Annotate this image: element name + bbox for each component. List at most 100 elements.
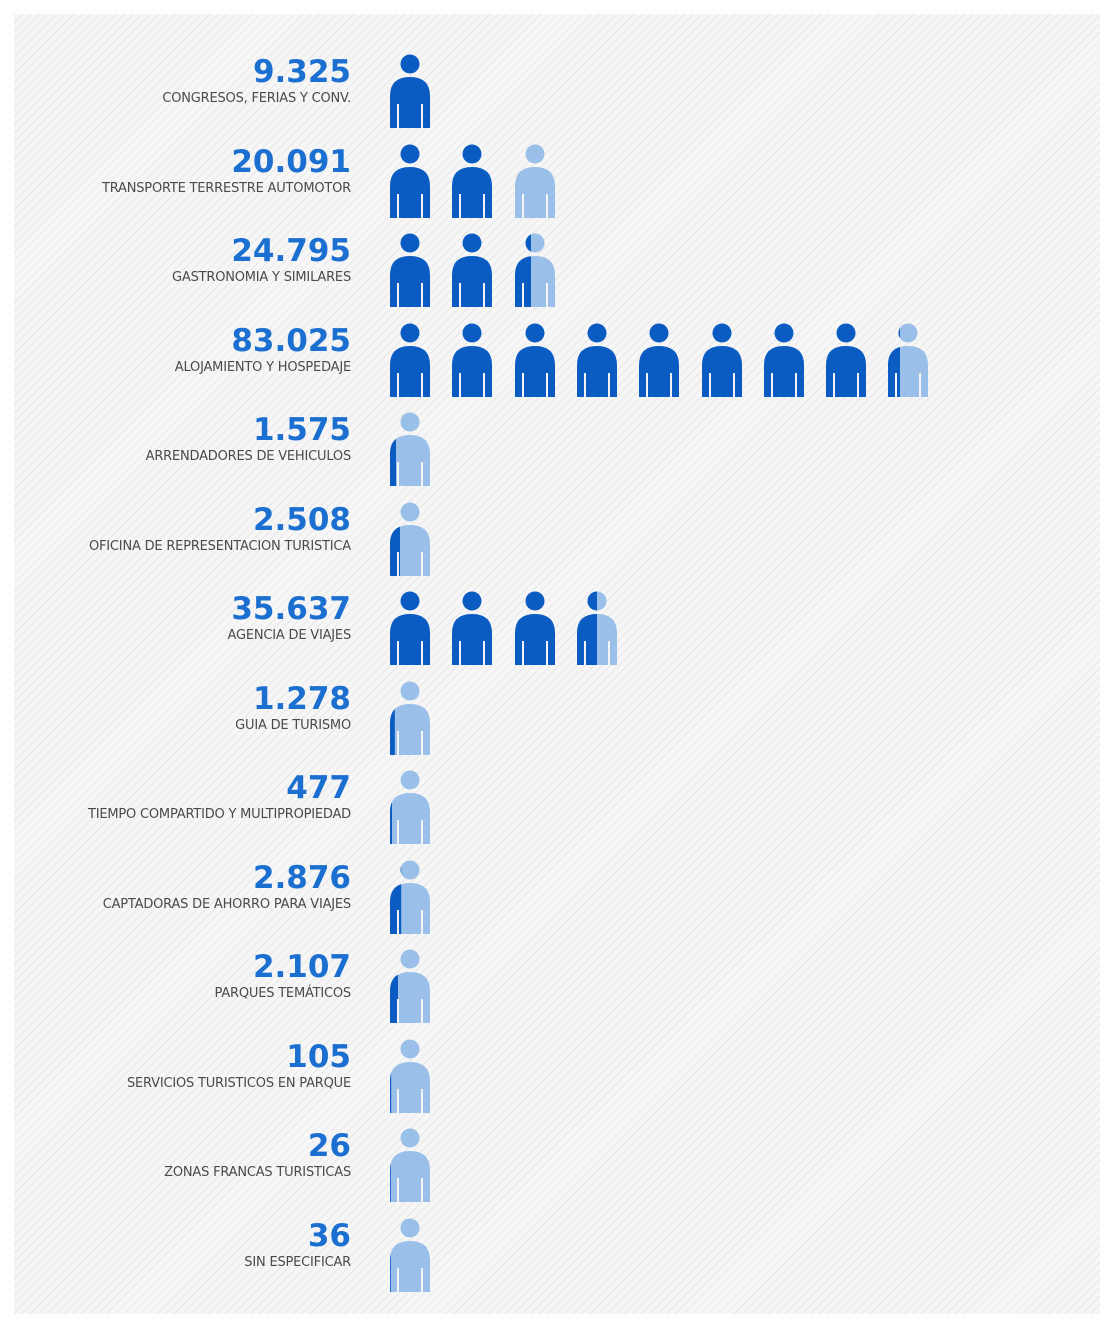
data-value-label: 20.091	[231, 143, 351, 180]
person-icon	[381, 144, 439, 218]
chart-row: 35.637 AGENCIA DE VIAJES	[0, 587, 1104, 667]
row-label-block: 20.091 TRANSPORTE TERRESTRE AUTOMOTOR	[0, 140, 351, 197]
category-label: GUIA DE TURISMO	[235, 717, 351, 733]
person-icon	[381, 412, 439, 486]
data-value-label: 26	[307, 1128, 351, 1164]
category-label: ZONAS FRANCAS TURISTICAS	[164, 1165, 351, 1180]
category-label: TIEMPO COMPARTIDO Y MULTIPROPIEDAD	[88, 807, 351, 822]
person-icon	[568, 323, 626, 397]
person-icon	[506, 323, 564, 397]
chart-row: 2.508 OFICINA DE REPRESENTACION TURISTICA	[0, 498, 1104, 578]
person-icon	[443, 591, 501, 665]
data-value-label: 2.876	[252, 859, 351, 896]
data-value-label: 477	[286, 770, 351, 806]
data-value-label: 2.107	[252, 949, 351, 985]
data-value-label: 83.025	[231, 322, 351, 359]
chart-row: 2.876 CAPTADORAS DE AHORRO PARA VIAJES	[0, 856, 1104, 936]
icon-strip	[381, 1035, 439, 1115]
person-icon	[381, 54, 439, 128]
chart-row: 1.575 ARRENDADORES DE VEHICULOS	[0, 408, 1104, 488]
chart-row: 1.278 GUIA DE TURISMO	[0, 677, 1104, 757]
icon-strip	[381, 766, 439, 846]
row-label-block: 36 SIN ESPECIFICAR	[0, 1214, 351, 1271]
chart-row: 477 TIEMPO COMPARTIDO Y MULTIPROPIEDAD	[0, 766, 1104, 846]
data-value-label: 36	[307, 1217, 351, 1254]
category-label: CAPTADORAS DE AHORRO PARA VIAJES	[102, 896, 352, 912]
category-label: SERVICIOS TURISTICOS EN PARQUE	[126, 1075, 351, 1091]
chart-row: 26 ZONAS FRANCAS TURISTICAS	[0, 1124, 1104, 1204]
data-value-label: 105	[286, 1038, 351, 1075]
row-label-block: 83.025 ALOJAMIENTO Y HOSPEDAJE	[0, 319, 351, 376]
row-label-block: 1.278 GUIA DE TURISMO	[0, 677, 351, 734]
icon-strip	[381, 50, 439, 130]
row-label-block: 105 SERVICIOS TURISTICOS EN PARQUE	[0, 1035, 351, 1092]
category-label: CONGRESOS, FERIAS Y CONV.	[162, 91, 351, 106]
person-icon	[506, 591, 564, 665]
category-label: TRANSPORTE TERRESTRE AUTOMOTOR	[101, 180, 351, 196]
person-icon	[381, 949, 439, 1023]
person-icon	[755, 323, 813, 397]
person-icon	[381, 1039, 439, 1113]
category-label: OFICINA DE REPRESENTACION TURISTICA	[88, 538, 351, 554]
icon-strip	[381, 1124, 439, 1204]
person-icon	[443, 144, 501, 218]
icon-strip	[381, 229, 564, 309]
person-icon	[443, 323, 501, 397]
row-label-block: 24.795 GASTRONOMIA Y SIMILARES	[0, 229, 351, 286]
person-icon	[568, 591, 626, 665]
data-value-label: 2.508	[252, 501, 351, 538]
category-label: PARQUES TEMÁTICOS	[214, 986, 352, 1001]
category-label: GASTRONOMIA Y SIMILARES	[172, 270, 351, 285]
person-icon	[381, 1128, 439, 1202]
person-icon	[443, 233, 501, 307]
person-icon	[817, 323, 875, 397]
person-icon	[381, 233, 439, 307]
person-icon	[879, 323, 937, 397]
person-icon	[381, 591, 439, 665]
category-label: SIN ESPECIFICAR	[244, 1254, 351, 1270]
row-label-block: 477 TIEMPO COMPARTIDO Y MULTIPROPIEDAD	[0, 766, 351, 823]
chart-row: 20.091 TRANSPORTE TERRESTRE AUTOMOTOR	[0, 140, 1104, 220]
person-icon	[381, 860, 439, 934]
chart-row: 83.025 ALOJAMIENTO Y HOSPEDAJE	[0, 319, 1104, 399]
person-icon	[381, 502, 439, 576]
icon-strip	[381, 677, 439, 757]
row-label-block: 2.508 OFICINA DE REPRESENTACION TURISTICA	[0, 498, 351, 555]
chart-row: 36 SIN ESPECIFICAR	[0, 1214, 1104, 1294]
row-label-block: 2.876 CAPTADORAS DE AHORRO PARA VIAJES	[0, 856, 352, 913]
icon-strip	[381, 319, 937, 399]
chart-background	[14, 14, 1100, 1314]
person-icon	[506, 233, 564, 307]
icon-strip	[381, 408, 439, 488]
icon-strip	[381, 945, 439, 1025]
category-label: AGENCIA DE VIAJES	[227, 628, 352, 643]
row-label-block: 26 ZONAS FRANCAS TURISTICAS	[0, 1124, 351, 1181]
icon-strip	[381, 1214, 439, 1294]
person-icon	[630, 323, 688, 397]
row-label-block: 35.637 AGENCIA DE VIAJES	[0, 587, 352, 644]
chart-row: 24.795 GASTRONOMIA Y SIMILARES	[0, 229, 1104, 309]
row-label-block: 2.107 PARQUES TEMÁTICOS	[0, 945, 352, 1002]
data-value-label: 35.637	[231, 591, 351, 627]
category-label: ALOJAMIENTO Y HOSPEDAJE	[174, 359, 351, 375]
icon-strip	[381, 140, 564, 220]
data-value-label: 1.575	[252, 412, 351, 448]
person-icon	[381, 681, 439, 755]
icon-strip	[381, 856, 439, 936]
person-icon	[381, 323, 439, 397]
icon-strip	[381, 587, 626, 667]
icon-strip	[381, 498, 439, 578]
data-value-label: 1.278	[252, 680, 351, 717]
row-label-block: 1.575 ARRENDADORES DE VEHICULOS	[0, 408, 352, 465]
person-icon	[693, 323, 751, 397]
chart-row: 2.107 PARQUES TEMÁTICOS	[0, 945, 1104, 1025]
person-icon	[381, 1218, 439, 1292]
category-label: ARRENDADORES DE VEHICULOS	[145, 449, 352, 464]
chart-row: 105 SERVICIOS TURISTICOS EN PARQUE	[0, 1035, 1104, 1115]
data-value-label: 9.325	[252, 54, 351, 90]
row-label-block: 9.325 CONGRESOS, FERIAS Y CONV.	[0, 50, 351, 107]
person-icon	[506, 144, 564, 218]
person-icon	[381, 770, 439, 844]
chart-row: 9.325 CONGRESOS, FERIAS Y CONV.	[0, 50, 1104, 130]
data-value-label: 24.795	[231, 233, 351, 269]
